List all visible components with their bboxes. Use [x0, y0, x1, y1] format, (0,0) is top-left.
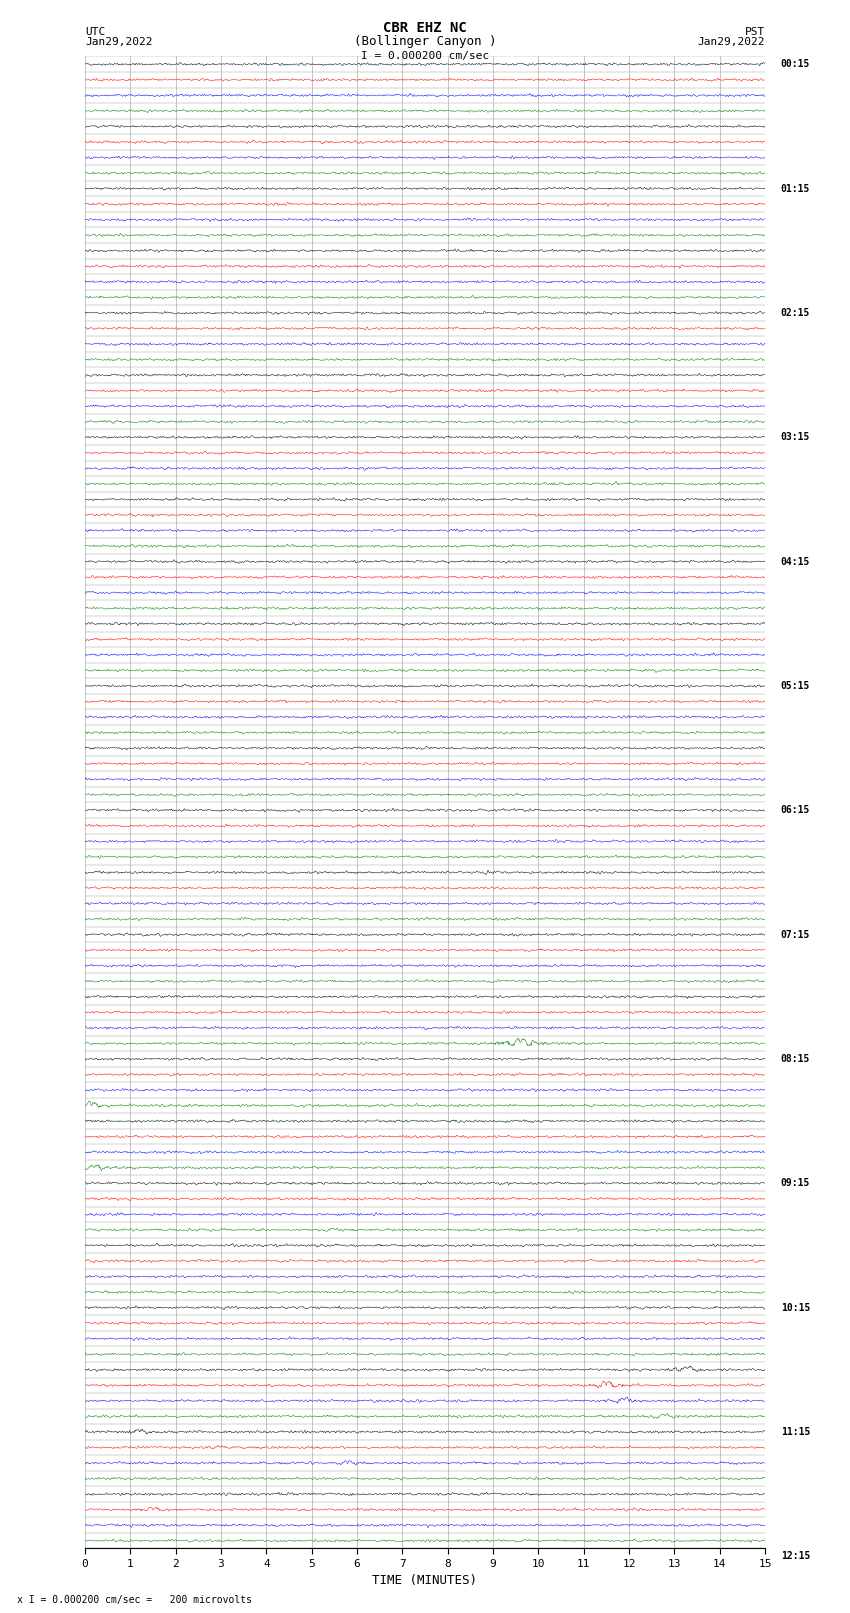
- Text: UTC: UTC: [85, 27, 105, 37]
- Text: 02:15: 02:15: [781, 308, 810, 318]
- Text: 08:15: 08:15: [781, 1053, 810, 1065]
- Text: 11:15: 11:15: [781, 1428, 810, 1437]
- Text: 05:15: 05:15: [781, 681, 810, 690]
- Text: 04:15: 04:15: [781, 556, 810, 566]
- Text: Jan29,2022: Jan29,2022: [85, 37, 152, 47]
- Text: x I = 0.000200 cm/sec =   200 microvolts: x I = 0.000200 cm/sec = 200 microvolts: [17, 1595, 252, 1605]
- Text: PST: PST: [745, 27, 765, 37]
- Text: CBR EHZ NC: CBR EHZ NC: [383, 21, 467, 35]
- Text: Jan29,2022: Jan29,2022: [698, 37, 765, 47]
- Text: 07:15: 07:15: [781, 929, 810, 940]
- Text: 09:15: 09:15: [781, 1177, 810, 1189]
- Text: I = 0.000200 cm/sec: I = 0.000200 cm/sec: [361, 52, 489, 61]
- Text: 12:15: 12:15: [781, 1552, 810, 1561]
- Text: (Bollinger Canyon ): (Bollinger Canyon ): [354, 35, 496, 48]
- X-axis label: TIME (MINUTES): TIME (MINUTES): [372, 1574, 478, 1587]
- Text: 06:15: 06:15: [781, 805, 810, 815]
- Text: 10:15: 10:15: [781, 1303, 810, 1313]
- Text: 00:15: 00:15: [781, 60, 810, 69]
- Text: 03:15: 03:15: [781, 432, 810, 442]
- Text: 01:15: 01:15: [781, 184, 810, 194]
